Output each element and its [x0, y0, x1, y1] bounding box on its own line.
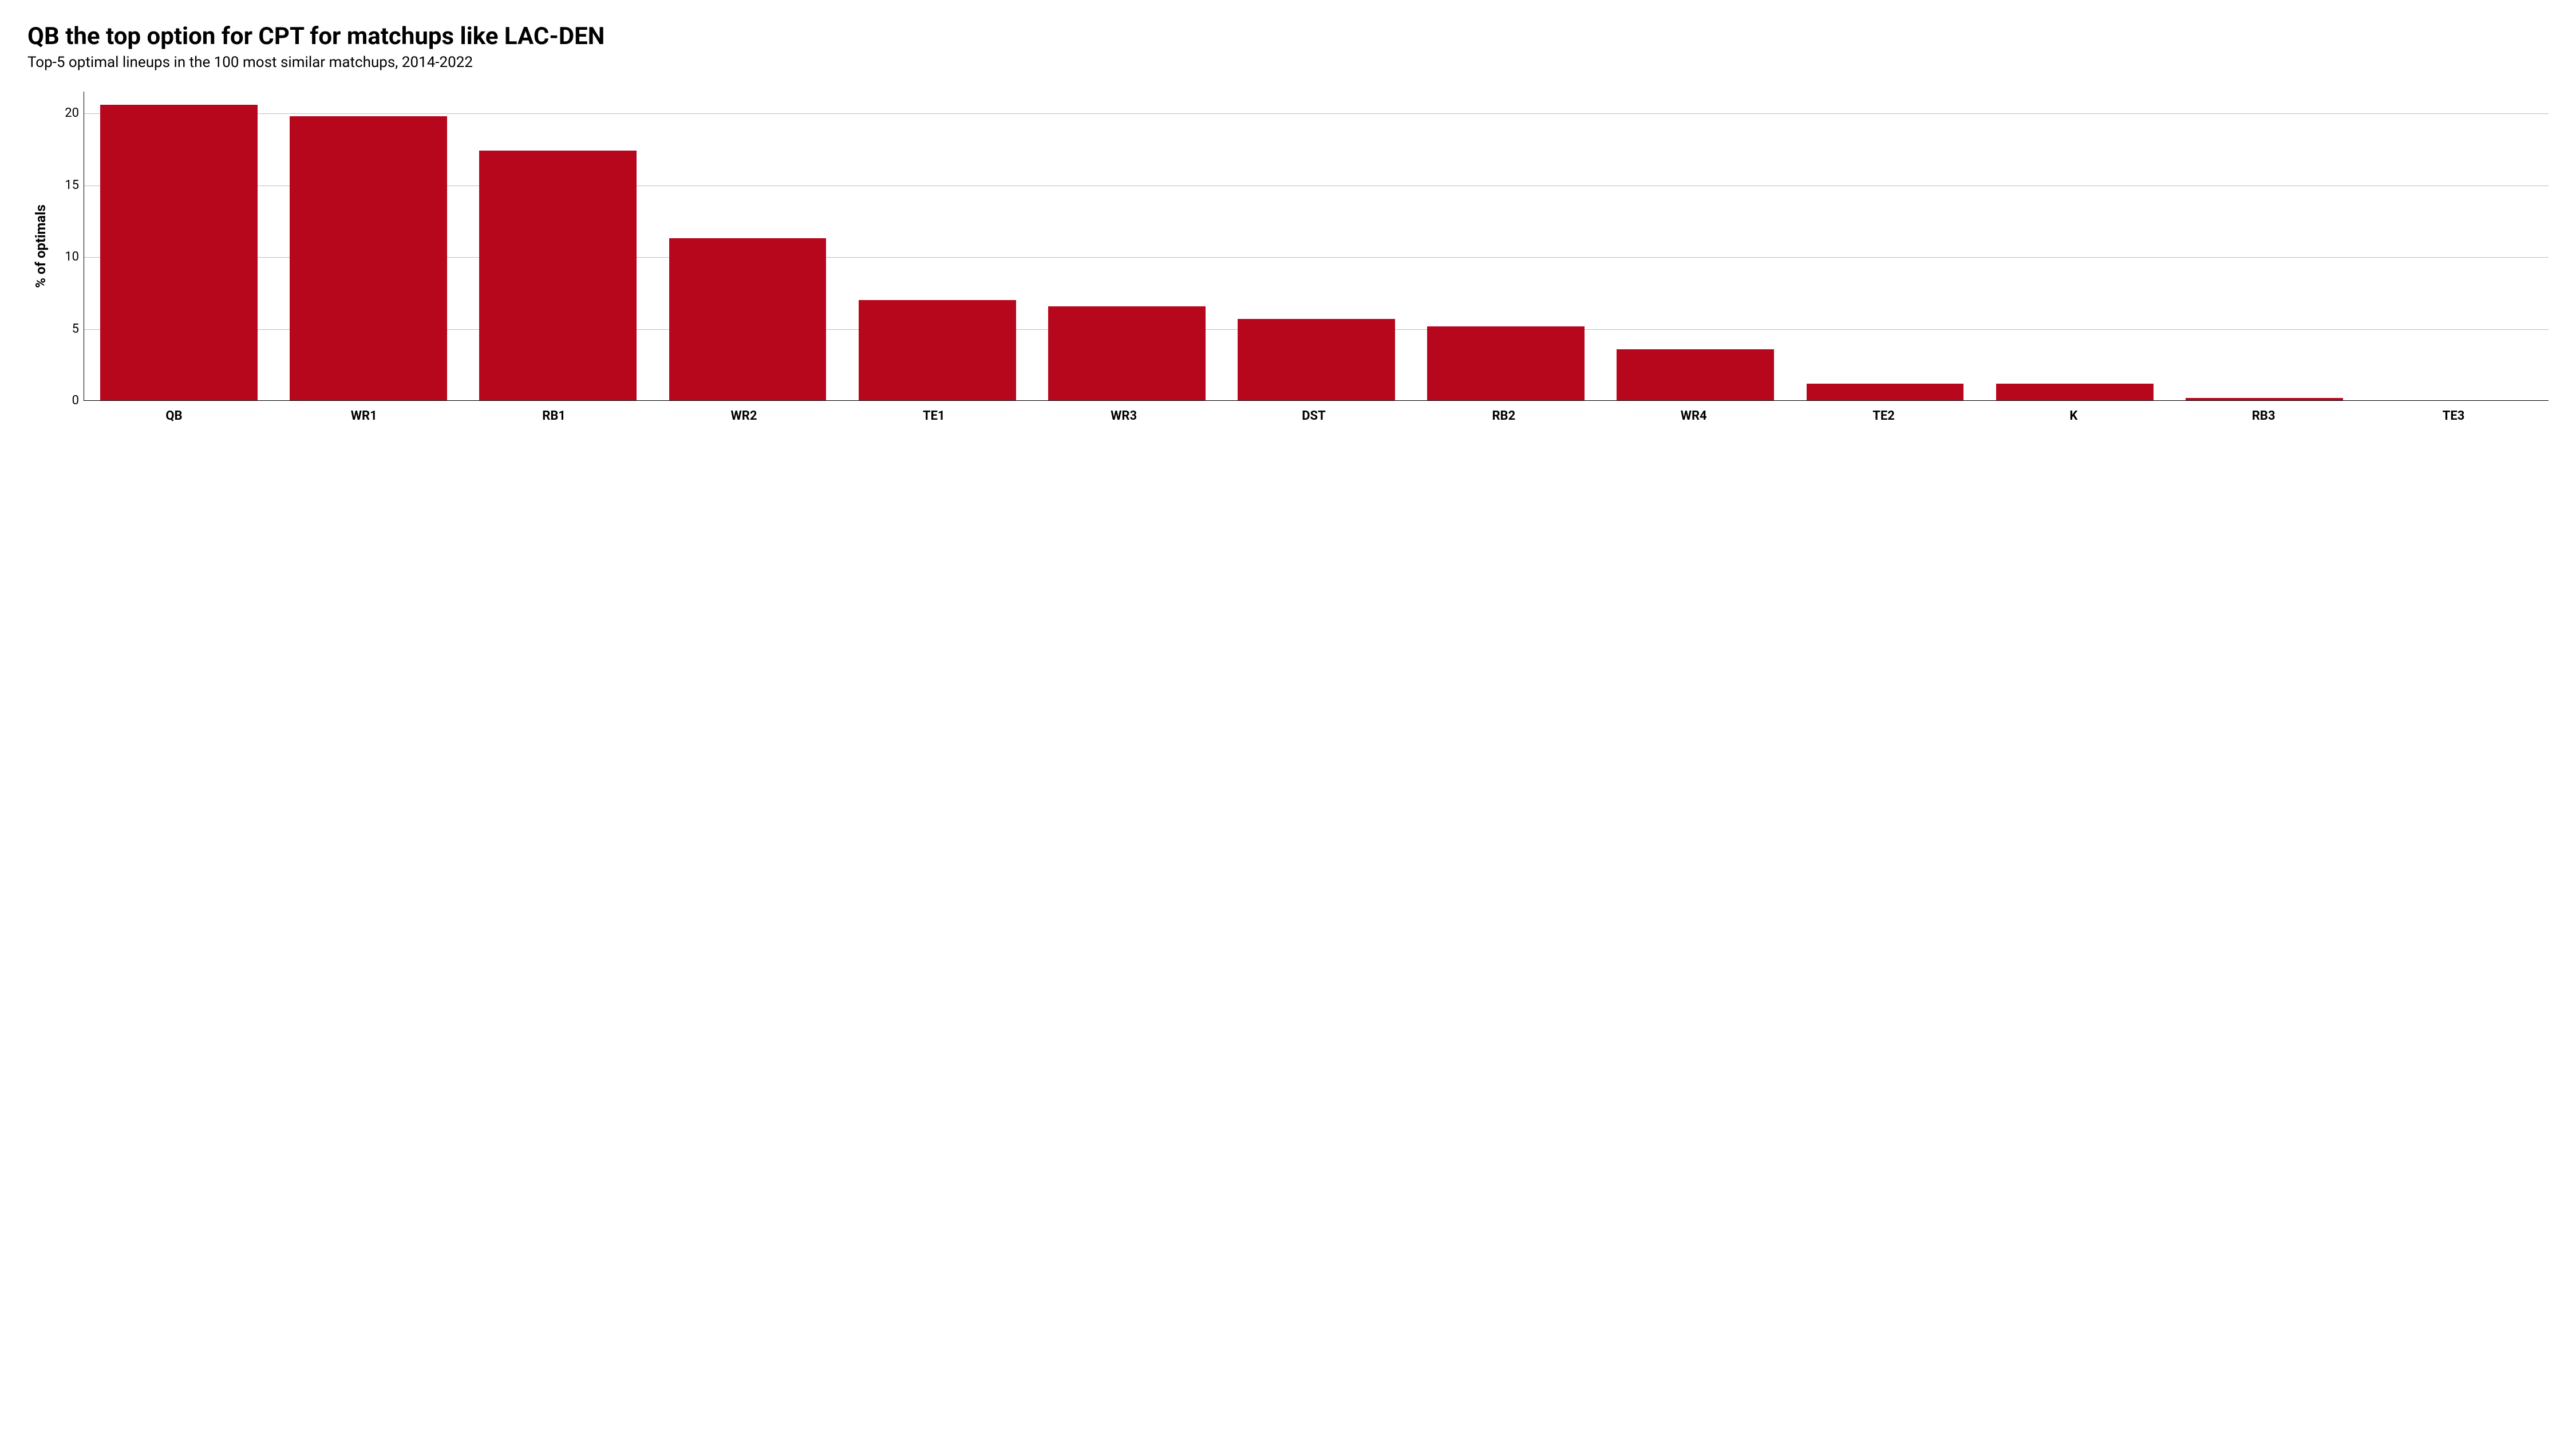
bar-slot	[463, 92, 653, 401]
bar-qb	[100, 105, 258, 401]
plot-row: % of optimals 20151050	[27, 92, 2549, 401]
x-tick-label: TE2	[1789, 409, 1979, 423]
bar-slot	[653, 92, 842, 401]
bar-slot	[843, 92, 1032, 401]
plot-area	[84, 92, 2549, 401]
x-axis-labels-row: QBWR1RB1WR2TE1WR3DSTRB2WR4TE2KRB3TE3	[27, 409, 2549, 423]
chart-container: QB the top option for CPT for matchups l…	[0, 0, 2576, 451]
bar-slot	[1032, 92, 1222, 401]
bar-k	[1996, 384, 2154, 401]
x-tick-label: RB2	[1409, 409, 1599, 423]
bar-wr4	[1617, 349, 1774, 401]
bar-te1	[859, 300, 1016, 401]
x-tick-label: WR3	[1029, 409, 1219, 423]
bar-slot	[1980, 92, 2170, 401]
bar-slot	[1411, 92, 1601, 401]
y-axis-label: % of optimals	[33, 204, 49, 288]
bar-wr3	[1048, 306, 1206, 401]
x-tick-label: QB	[79, 409, 269, 423]
y-tick-label: 20	[65, 107, 79, 120]
bar-slot	[1601, 92, 1790, 401]
y-ticks: 20151050	[54, 92, 84, 401]
x-tick-label: K	[1978, 409, 2168, 423]
chart-title: QB the top option for CPT for matchups l…	[27, 23, 2549, 50]
chart-subtitle: Top-5 optimal lineups in the 100 most si…	[27, 54, 2549, 71]
bar-slot	[1222, 92, 1411, 401]
bar-slot	[2359, 92, 2549, 401]
bar-slot	[1790, 92, 1980, 401]
x-tick-label: RB3	[2168, 409, 2358, 423]
y-tick-label: 15	[65, 179, 79, 192]
x-axis-labels: QBWR1RB1WR2TE1WR3DSTRB2WR4TE2KRB3TE3	[79, 409, 2549, 423]
bar-wr2	[669, 238, 827, 401]
x-tick-label: TE1	[839, 409, 1029, 423]
x-tick-label: RB1	[459, 409, 649, 423]
x-tick-label: WR1	[269, 409, 459, 423]
y-tick-label: 10	[65, 251, 79, 263]
x-axis-line	[84, 400, 2549, 401]
bars-container	[84, 92, 2549, 401]
y-tick-label: 0	[72, 395, 79, 407]
y-tick-label: 5	[72, 323, 79, 336]
x-tick-label: DST	[1219, 409, 1409, 423]
x-tick-label: TE3	[2358, 409, 2549, 423]
bar-slot	[2170, 92, 2359, 401]
bar-rb1	[479, 151, 637, 401]
y-axis-label-container: % of optimals	[27, 92, 54, 401]
bar-te2	[1807, 384, 1964, 401]
bar-rb2	[1427, 326, 1585, 401]
bar-slot	[274, 92, 463, 401]
x-tick-label: WR4	[1599, 409, 1789, 423]
bar-dst	[1238, 319, 1395, 401]
x-tick-label: WR2	[649, 409, 839, 423]
bar-wr1	[290, 116, 447, 401]
bar-slot	[84, 92, 274, 401]
